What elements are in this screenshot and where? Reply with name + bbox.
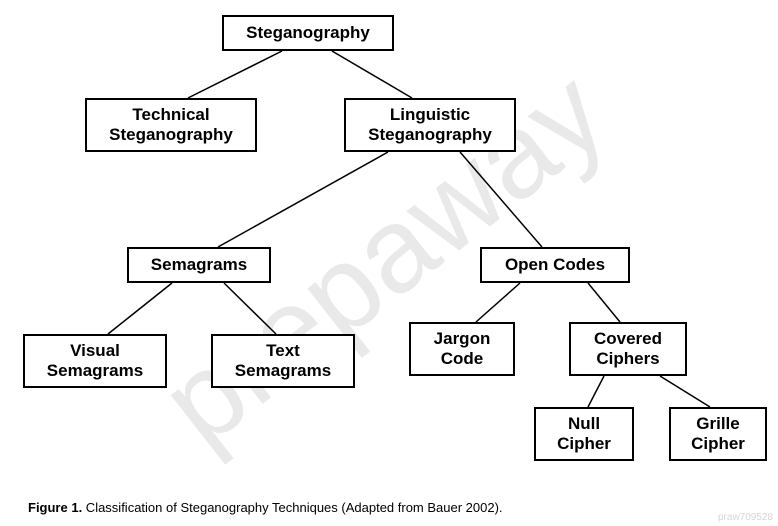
node-root: Steganography	[222, 15, 394, 51]
node-covered: Covered Ciphers	[569, 322, 687, 376]
nodes-layer: Steganography Technical Steganography Ling…	[0, 0, 778, 526]
node-jargon: Jargon Code	[409, 322, 515, 376]
node-nullc: Null Cipher	[534, 407, 634, 461]
node-sema: Semagrams	[127, 247, 271, 283]
node-tsem: Text Semagrams	[211, 334, 355, 388]
node-ling: Linguistic Steganography	[344, 98, 516, 152]
node-grille: Grille Cipher	[669, 407, 767, 461]
node-open: Open Codes	[480, 247, 630, 283]
node-vsem: Visual Semagrams	[23, 334, 167, 388]
node-tech: Technical Steganography	[85, 98, 257, 152]
